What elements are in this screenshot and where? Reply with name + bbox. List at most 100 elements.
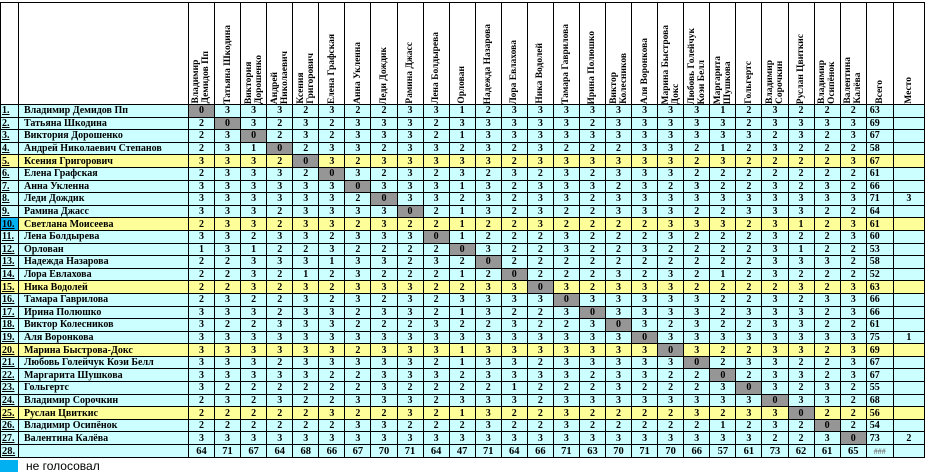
score-cell[interactable]: 3	[292, 116, 320, 131]
score-cell[interactable]: 2	[370, 141, 398, 156]
score-cell[interactable]: 1	[448, 305, 476, 320]
score-cell[interactable]: 2	[787, 355, 815, 370]
score-cell[interactable]: 3	[500, 116, 528, 131]
score-cell[interactable]: 3	[526, 343, 554, 357]
score-cell[interactable]: 3	[370, 204, 398, 219]
score-cell[interactable]: 3	[787, 318, 815, 332]
score-cell[interactable]: 3	[578, 129, 607, 143]
score-cell[interactable]: 3	[266, 318, 294, 332]
score-cell[interactable]: 2	[735, 229, 763, 244]
score-cell[interactable]: 2	[604, 242, 633, 257]
score-cell[interactable]: 3	[631, 292, 659, 307]
score-cell[interactable]: 2	[448, 141, 476, 156]
score-cell[interactable]: 3	[500, 166, 528, 181]
score-cell[interactable]: 2	[292, 104, 320, 118]
score-cell[interactable]: 3	[552, 355, 580, 370]
score-cell[interactable]: 2	[709, 305, 737, 320]
score-cell[interactable]: 2	[474, 267, 502, 282]
score-cell[interactable]: 3	[683, 116, 711, 131]
score-cell[interactable]: 2	[318, 267, 346, 282]
score-cell[interactable]: 3	[761, 242, 789, 257]
score-cell[interactable]: 2	[813, 318, 841, 332]
score-cell[interactable]: 3	[396, 292, 424, 307]
score-cell[interactable]: 3	[735, 406, 763, 420]
score-cell[interactable]: 2	[292, 242, 320, 257]
score-cell[interactable]: 2	[500, 192, 528, 206]
score-cell[interactable]: 3	[214, 229, 242, 244]
score-cell[interactable]: 2	[578, 381, 607, 395]
score-cell[interactable]: 3	[344, 330, 372, 345]
score-cell[interactable]: 3	[214, 166, 242, 181]
score-cell[interactable]: 3	[787, 305, 815, 320]
score-cell[interactable]: 3	[318, 330, 346, 345]
score-cell[interactable]: 3	[578, 104, 607, 118]
score-cell[interactable]: 2	[474, 217, 502, 231]
score-cell[interactable]: 2	[709, 229, 737, 244]
score-cell[interactable]: 2	[839, 255, 867, 269]
score-cell[interactable]: 3	[240, 166, 268, 181]
score-cell[interactable]: 2	[526, 393, 554, 408]
score-cell[interactable]: 2	[839, 179, 867, 194]
score-cell[interactable]: 3	[683, 343, 711, 357]
score-cell[interactable]: 3	[552, 418, 580, 433]
score-cell[interactable]: 3	[474, 431, 502, 446]
score-cell[interactable]: 3	[214, 368, 242, 383]
score-cell[interactable]: 2	[578, 192, 607, 206]
score-cell[interactable]: 0	[370, 192, 398, 206]
score-cell[interactable]: 3	[578, 318, 607, 332]
score-cell[interactable]: 3	[266, 393, 294, 408]
score-cell[interactable]: 3	[240, 154, 268, 168]
score-cell[interactable]: 3	[474, 406, 502, 420]
score-cell[interactable]: 3	[396, 343, 424, 357]
score-cell[interactable]: 2	[396, 242, 424, 257]
score-cell[interactable]: 2	[839, 393, 867, 408]
score-cell[interactable]: 3	[370, 418, 398, 433]
score-cell[interactable]: 3	[657, 229, 685, 244]
score-cell[interactable]: 3	[266, 255, 294, 269]
score-cell[interactable]: 3	[657, 355, 685, 370]
score-cell[interactable]: 3	[344, 255, 372, 269]
score-cell[interactable]: 3	[604, 192, 633, 206]
score-cell[interactable]: 3	[422, 343, 450, 357]
score-cell[interactable]: 2	[813, 104, 841, 118]
score-cell[interactable]: 2	[683, 166, 711, 181]
score-cell[interactable]: 1	[448, 217, 476, 231]
score-cell[interactable]: 3	[657, 431, 685, 446]
score-cell[interactable]: 2	[422, 393, 450, 408]
score-cell[interactable]: 3	[526, 368, 554, 383]
score-cell[interactable]: 3	[292, 280, 320, 294]
score-cell[interactable]: 3	[839, 368, 867, 383]
score-cell[interactable]: 3	[344, 204, 372, 219]
score-cell[interactable]: 3	[631, 192, 659, 206]
score-cell[interactable]: 0	[422, 229, 450, 244]
score-cell[interactable]: 2	[839, 406, 867, 420]
score-cell[interactable]: 1	[292, 267, 320, 282]
score-cell[interactable]: 2	[500, 242, 528, 257]
score-cell[interactable]: 3	[474, 204, 502, 219]
score-cell[interactable]: 2	[813, 368, 841, 383]
score-cell[interactable]: 3	[344, 280, 372, 294]
score-cell[interactable]: 1	[709, 104, 737, 118]
score-cell[interactable]: 3	[657, 154, 685, 168]
score-cell[interactable]: 2	[657, 368, 685, 383]
score-cell[interactable]: 3	[396, 129, 424, 143]
score-cell[interactable]: 2	[735, 343, 763, 357]
score-cell[interactable]: 3	[396, 431, 424, 446]
score-cell[interactable]: 3	[761, 343, 789, 357]
score-cell[interactable]: 2	[735, 141, 763, 156]
score-cell[interactable]: 3	[631, 116, 659, 131]
score-cell[interactable]: 3	[578, 292, 607, 307]
score-cell[interactable]: 2	[500, 154, 528, 168]
score-cell[interactable]: 2	[266, 280, 294, 294]
score-cell[interactable]: 3	[214, 431, 242, 446]
score-cell[interactable]: 3	[422, 431, 450, 446]
score-cell[interactable]: 3	[578, 179, 607, 194]
score-cell[interactable]: 2	[318, 229, 346, 244]
score-cell[interactable]: 3	[526, 192, 554, 206]
score-cell[interactable]: 2	[240, 393, 268, 408]
score-cell[interactable]: 2	[761, 154, 789, 168]
score-cell[interactable]: 1	[709, 418, 737, 433]
score-cell[interactable]: 1	[448, 204, 476, 219]
score-cell[interactable]: 3	[526, 154, 554, 168]
score-cell[interactable]: 1	[787, 242, 815, 257]
